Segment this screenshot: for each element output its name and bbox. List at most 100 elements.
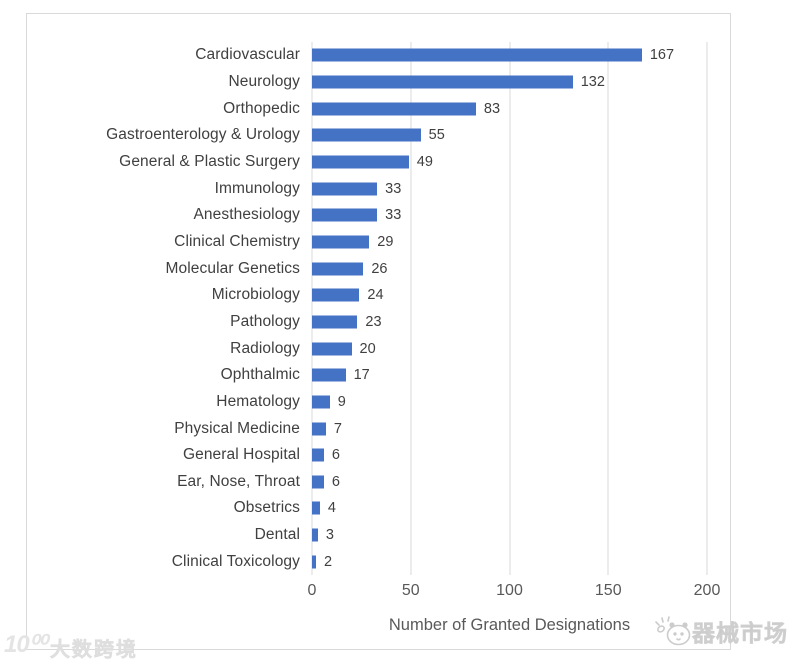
gridline-0 <box>311 42 313 575</box>
gridline-50 <box>410 42 412 575</box>
bar-track: 17 <box>312 362 707 389</box>
qixie-watermark: 器械市场 <box>650 614 788 648</box>
chart-row: General Hospital 6 <box>27 442 707 469</box>
x-axis-ticks: 0 50 100 150 200 <box>308 582 721 604</box>
category-label: Clinical Chemistry <box>174 232 300 250</box>
bar <box>312 342 352 356</box>
category-label: Gastroenterology & Urology <box>106 126 300 144</box>
chart-frame: Cardiovascular 167 Neurology 132 Orthopedic 8… <box>26 13 731 650</box>
dashu-watermark-text: 大数跨境 <box>49 639 138 662</box>
dashu-logo-icon: 10⁰⁰ <box>4 631 47 658</box>
bar-value-label: 20 <box>359 340 376 357</box>
bar <box>312 48 642 62</box>
bar-track: 49 <box>312 149 707 176</box>
category-label: Orthopedic <box>223 99 300 117</box>
bar-track: 6 <box>312 442 707 469</box>
bar-track: 33 <box>312 175 707 202</box>
bar <box>312 155 409 169</box>
bar-value-label: 2 <box>323 553 333 570</box>
bar-track: 23 <box>312 309 707 336</box>
bar-value-label: 55 <box>428 127 445 144</box>
bar-track: 55 <box>312 122 707 149</box>
panda-icon <box>655 616 691 646</box>
bar-value-label: 9 <box>337 393 346 410</box>
bar-value-label: 167 <box>649 47 675 64</box>
bar-track: 167 <box>312 42 707 69</box>
x-tick-label-100: 100 <box>496 582 523 599</box>
bar-value-label: 23 <box>365 313 382 330</box>
gridline-100 <box>509 42 510 575</box>
x-tick-label-150: 150 <box>594 582 622 599</box>
category-label: Clinical Toxicology <box>171 552 300 570</box>
bar <box>312 128 421 142</box>
category-label: Pathology <box>230 312 300 330</box>
qixie-watermark-text: 器械市场 <box>692 620 788 647</box>
category-label: Hematology <box>216 392 300 410</box>
bar <box>312 235 370 249</box>
bar-value-label: 4 <box>327 500 336 517</box>
bar-value-label: 83 <box>483 100 501 117</box>
chart-rows: Cardiovascular 167 Neurology 132 Orthopedic 8… <box>27 42 707 575</box>
chart-row: Obsetrics 4 <box>27 495 707 522</box>
category-label: Ear, Nose, Throat <box>177 472 300 490</box>
bar-track: 33 <box>312 202 707 229</box>
bar <box>312 262 364 276</box>
bar-value-label: 49 <box>416 153 433 170</box>
chart-row: General & Plastic Surgery 49 <box>27 149 707 176</box>
gridline-200 <box>706 42 708 575</box>
bar <box>312 501 320 515</box>
bar-track: 4 <box>312 495 707 522</box>
chart-row: Dental 3 <box>27 522 707 549</box>
bar <box>312 102 476 116</box>
bar <box>312 75 573 89</box>
bar <box>312 395 330 409</box>
category-label: Physical Medicine <box>174 419 300 437</box>
category-label: Neurology <box>228 72 300 90</box>
x-tick-label-0: 0 <box>307 582 317 599</box>
chart-row: Pathology 23 <box>27 309 707 336</box>
bar <box>312 368 346 382</box>
bar-track: 132 <box>312 69 707 96</box>
bar-track: 20 <box>312 335 707 362</box>
bar-track: 9 <box>312 389 707 416</box>
bar <box>312 315 358 329</box>
chart-row: Orthopedic 83 <box>27 95 707 122</box>
gridline-150 <box>607 42 609 575</box>
bar-value-label: 3 <box>325 527 334 544</box>
x-tick-label-50: 50 <box>401 582 420 599</box>
chart-row: Radiology 20 <box>27 335 707 362</box>
category-label: Microbiology <box>211 286 300 304</box>
category-label: Dental <box>254 526 300 544</box>
bar-value-label: 132 <box>580 73 605 90</box>
bar <box>312 208 378 222</box>
chart-row: Clinical Chemistry 29 <box>27 229 707 256</box>
bar <box>312 288 360 302</box>
bar-value-label: 24 <box>367 287 384 304</box>
x-axis-title: Number of Granted Designations <box>388 616 631 634</box>
bar-track: 26 <box>312 255 707 282</box>
category-label: Obsetrics <box>233 499 300 517</box>
category-label: General & Plastic Surgery <box>119 152 300 170</box>
bar-value-label: 26 <box>371 260 388 277</box>
bar-track: 7 <box>312 415 707 442</box>
bar <box>312 528 318 542</box>
category-label: Immunology <box>214 179 300 197</box>
bar <box>312 475 324 489</box>
bar-value-label: 29 <box>377 233 394 250</box>
bar-value-label: 6 <box>331 473 340 490</box>
category-label: Molecular Genetics <box>165 259 300 277</box>
category-label: Radiology <box>230 339 300 357</box>
category-label: General Hospital <box>182 446 300 464</box>
bar-value-label: 7 <box>333 420 342 437</box>
chart-row: Immunology 33 <box>27 175 707 202</box>
chart-row: Clinical Toxicology 2 <box>27 548 707 575</box>
bar-track: 6 <box>312 469 707 496</box>
chart-row: Cardiovascular 167 <box>27 42 707 69</box>
x-tick-label-200: 200 <box>693 582 721 599</box>
chart-row: Microbiology 24 <box>27 282 707 309</box>
chart-row: Molecular Genetics 26 <box>27 255 707 282</box>
bar <box>312 182 378 196</box>
chart-row: Ophthalmic 17 <box>27 362 707 389</box>
bar-track: 2 <box>312 548 707 575</box>
